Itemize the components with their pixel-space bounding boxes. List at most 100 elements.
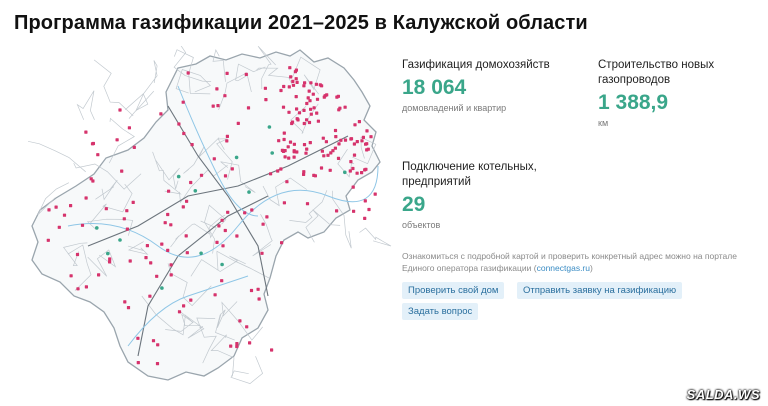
- gas-marker: [261, 222, 265, 226]
- road-line: [215, 309, 235, 341]
- ask-question-button[interactable]: Задать вопрос: [402, 303, 479, 320]
- gas-marker: [263, 86, 267, 90]
- gas-marker: [302, 108, 306, 112]
- portal-note-text: Ознакомиться с подробной картой и провер…: [402, 251, 737, 273]
- gas-marker: [321, 136, 325, 140]
- boiler-marker: [220, 262, 224, 267]
- road-line: [28, 140, 86, 173]
- road-line: [337, 149, 355, 178]
- gas-marker: [136, 336, 140, 340]
- gas-marker: [185, 251, 189, 255]
- gas-marker: [364, 167, 368, 171]
- gas-marker: [90, 142, 95, 146]
- gas-marker: [352, 209, 356, 213]
- gas-marker: [257, 297, 261, 301]
- gas-marker: [213, 293, 217, 297]
- gas-marker: [104, 207, 108, 211]
- gas-marker: [190, 143, 194, 147]
- gasification-markers: [46, 66, 377, 366]
- boiler-marker: [160, 286, 164, 290]
- river-line: [67, 165, 379, 258]
- gas-marker: [304, 151, 308, 155]
- gas-marker: [245, 325, 249, 329]
- gas-marker: [97, 273, 101, 277]
- gas-marker: [125, 227, 129, 231]
- gas-marker: [256, 287, 260, 291]
- gas-marker: [46, 238, 50, 242]
- stat-pipelines-value: 1 388,9: [598, 91, 669, 114]
- road-line: [93, 59, 134, 117]
- gas-marker: [244, 72, 248, 76]
- gas-marker: [169, 273, 173, 277]
- check-house-button[interactable]: Проверить свой дом: [402, 282, 505, 299]
- portal-note-suffix: ): [590, 263, 593, 273]
- road-line: [183, 137, 220, 174]
- region-boundary: [31, 49, 381, 381]
- gas-marker: [302, 121, 306, 126]
- boiler-marker: [193, 189, 198, 193]
- gas-marker: [351, 166, 355, 171]
- gas-marker: [230, 167, 234, 171]
- gas-marker: [220, 279, 224, 283]
- gas-marker: [57, 225, 61, 229]
- gas-marker: [309, 81, 313, 85]
- boiler-marker: [343, 170, 347, 175]
- gas-marker: [315, 111, 319, 115]
- road-line: [204, 204, 227, 254]
- stat-pipelines: Строительство новых газопроводов 1 388,9…: [598, 58, 758, 128]
- stat-boilers-label: Подключение котельных, предприятий: [402, 161, 537, 188]
- gas-marker: [169, 263, 173, 267]
- stat-pipelines-unit: км: [598, 118, 609, 128]
- portal-link[interactable]: connectgas.ru: [536, 263, 590, 273]
- gas-marker: [294, 77, 298, 81]
- gas-marker: [329, 151, 333, 155]
- road-line: [212, 48, 226, 82]
- gas-marker: [302, 84, 306, 88]
- stat-boilers-value: 29: [402, 193, 426, 216]
- road-line: [127, 241, 149, 255]
- gas-marker: [163, 221, 167, 225]
- gas-marker: [189, 298, 193, 302]
- road-line: [216, 138, 233, 180]
- gas-marker: [312, 106, 316, 110]
- boiler-marker: [199, 251, 203, 256]
- gas-marker: [212, 157, 216, 161]
- apply-gasification-button[interactable]: Отправить заявку на газификацию: [517, 282, 683, 299]
- gas-marker: [115, 138, 119, 142]
- gas-marker: [118, 108, 122, 112]
- gas-marker: [149, 261, 153, 265]
- region-map[interactable]: [28, 46, 394, 392]
- gas-marker: [160, 242, 164, 246]
- gas-marker: [216, 104, 220, 108]
- gas-marker: [348, 169, 352, 173]
- gas-marker: [282, 131, 286, 135]
- gas-marker: [69, 274, 73, 278]
- gas-marker: [280, 241, 284, 245]
- gas-marker: [84, 285, 88, 289]
- gas-marker: [285, 180, 289, 184]
- gas-marker: [313, 174, 317, 178]
- gas-marker: [326, 153, 330, 157]
- watermark-logo: SALDA.WS: [686, 387, 760, 402]
- gas-marker: [292, 150, 296, 154]
- gas-marker: [223, 94, 227, 98]
- road-line: [292, 56, 321, 95]
- gas-marker: [288, 140, 293, 144]
- gas-marker: [264, 98, 268, 102]
- gas-marker: [276, 169, 280, 173]
- gas-marker: [349, 160, 353, 164]
- road-line: [173, 46, 212, 82]
- gas-marker: [243, 211, 247, 215]
- gas-marker: [127, 126, 131, 130]
- gas-marker: [223, 174, 228, 178]
- stat-pipelines-label: Строительство новых газопроводов: [598, 59, 715, 86]
- gas-marker: [181, 205, 185, 209]
- gas-marker: [294, 95, 298, 99]
- gas-marker: [291, 79, 295, 83]
- gas-marker: [155, 362, 160, 366]
- road-line: [262, 177, 308, 207]
- gas-marker: [189, 180, 193, 185]
- road-line: [289, 190, 328, 223]
- gas-marker: [334, 135, 338, 139]
- kaluga-region-map[interactable]: [28, 46, 394, 392]
